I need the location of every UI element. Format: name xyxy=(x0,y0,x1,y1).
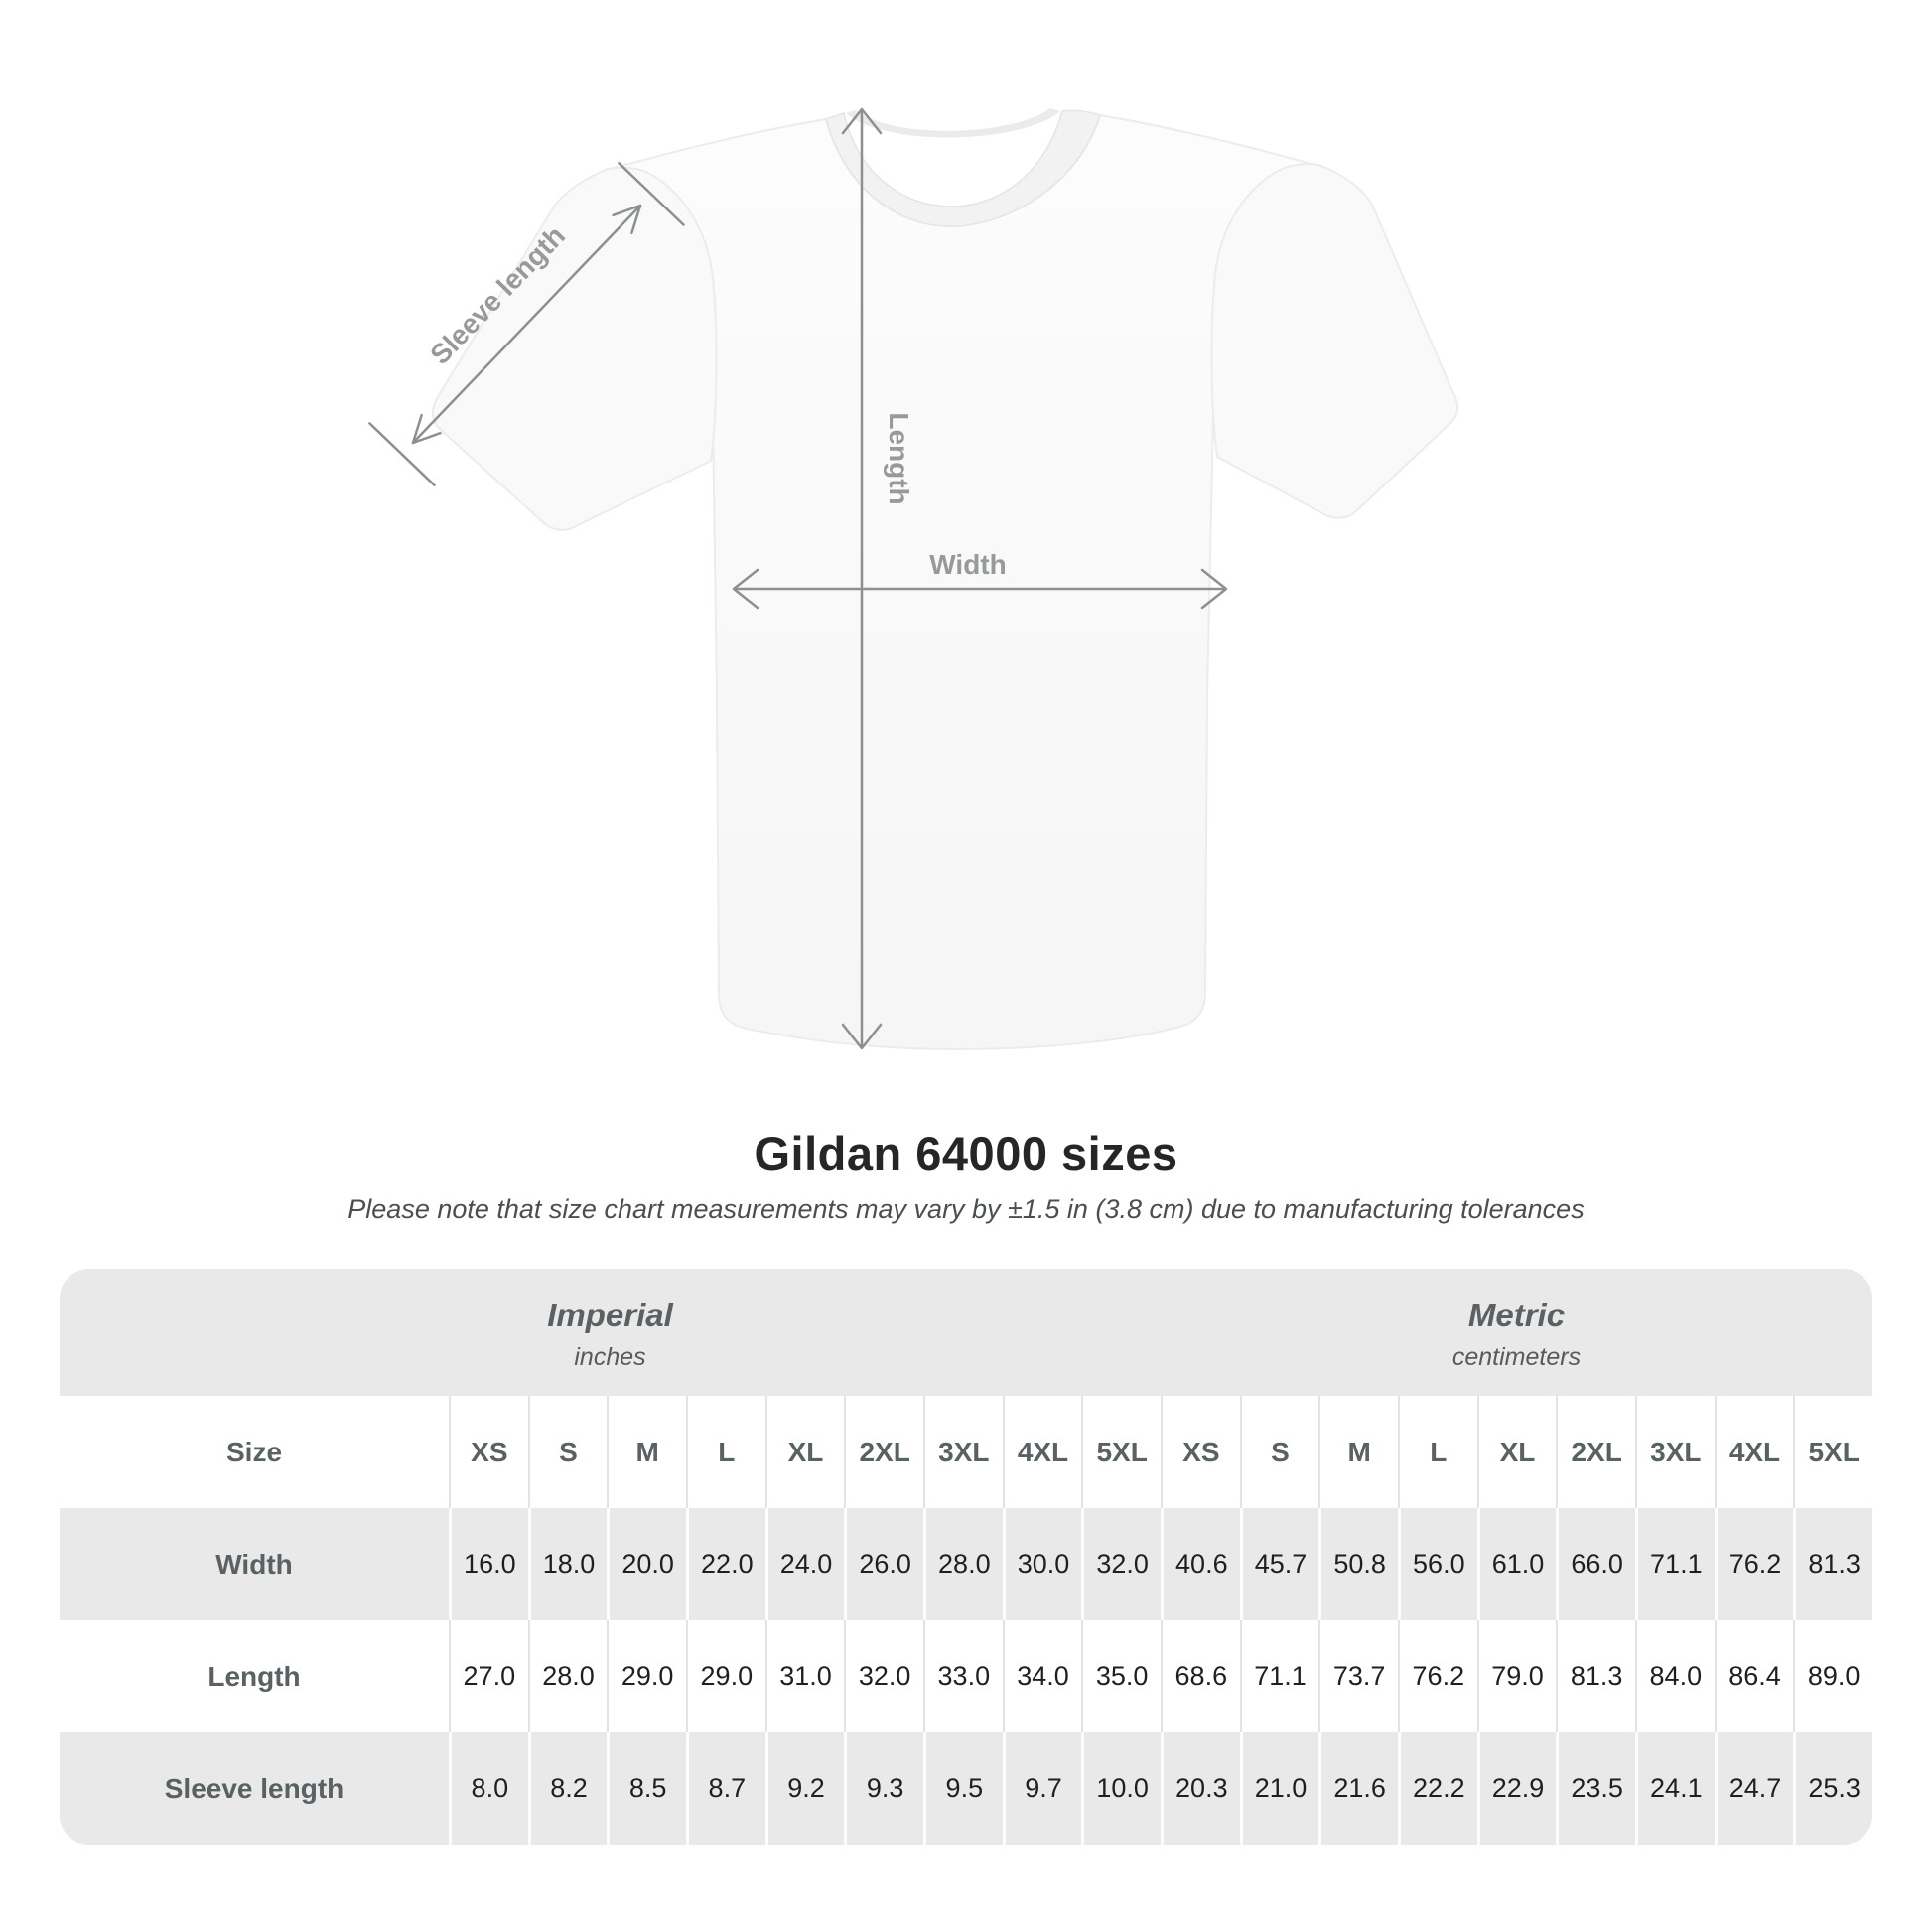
length-metric-xl: 79.0 xyxy=(1476,1620,1557,1732)
imperial-unit-label: inches xyxy=(574,1343,646,1371)
sleeve-metric-l: 22.2 xyxy=(1397,1732,1477,1845)
width-metric-5xl: 81.3 xyxy=(1793,1508,1872,1620)
sleeve-metric-xs: 20.3 xyxy=(1160,1732,1240,1845)
width-arrow xyxy=(732,568,1228,610)
width-metric-3xl: 71.1 xyxy=(1634,1508,1715,1620)
width-imperial-3xl: 28.0 xyxy=(922,1508,1003,1620)
tshirt-measurement-figure: Sleeve length Length Width xyxy=(368,107,1459,1051)
page-title: Gildan 64000 sizes xyxy=(754,1127,1178,1179)
length-metric-l: 76.2 xyxy=(1397,1620,1477,1732)
size-header-metric-5xl: 5XL xyxy=(1793,1396,1872,1508)
size-header-imperial-4xl: 4XL xyxy=(1002,1396,1082,1508)
sleeve-metric-5xl: 25.3 xyxy=(1793,1732,1872,1845)
length-imperial-4xl: 34.0 xyxy=(1002,1620,1082,1732)
length-metric-s: 71.1 xyxy=(1239,1620,1319,1732)
size-column-header: Size xyxy=(60,1396,449,1508)
length-imperial-3xl: 33.0 xyxy=(922,1620,1003,1732)
width-annotation: Width xyxy=(929,549,1007,580)
sleeve-metric-m: 21.6 xyxy=(1318,1732,1398,1845)
size-header-metric-xl: XL xyxy=(1476,1396,1557,1508)
size-header-imperial-2xl: 2XL xyxy=(844,1396,923,1508)
width-metric-2xl: 66.0 xyxy=(1556,1508,1635,1620)
length-imperial-s: 28.0 xyxy=(527,1620,608,1732)
width-imperial-m: 20.0 xyxy=(607,1508,686,1620)
length-metric-3xl: 84.0 xyxy=(1634,1620,1715,1732)
sleeve-imperial-2xl: 9.3 xyxy=(844,1732,923,1845)
width-imperial-s: 18.0 xyxy=(527,1508,608,1620)
width-metric-l: 56.0 xyxy=(1397,1508,1477,1620)
width-metric-xs: 40.6 xyxy=(1160,1508,1240,1620)
tshirt-collar-band xyxy=(825,109,1101,227)
length-imperial-xl: 31.0 xyxy=(764,1620,845,1732)
sleeve-imperial-4xl: 9.7 xyxy=(1002,1732,1082,1845)
row-label-length: Length xyxy=(60,1620,449,1732)
width-metric-s: 45.7 xyxy=(1239,1508,1319,1620)
sleeve-imperial-3xl: 9.5 xyxy=(922,1732,1003,1845)
length-metric-m: 73.7 xyxy=(1318,1620,1398,1732)
length-imperial-l: 29.0 xyxy=(685,1620,765,1732)
imperial-header-group: Imperial inches xyxy=(60,1269,1161,1396)
sleeve-imperial-m: 8.5 xyxy=(607,1732,686,1845)
size-header-imperial-m: M xyxy=(607,1396,686,1508)
row-label-sleeve-length: Sleeve length xyxy=(60,1732,449,1845)
size-header-metric-xs: XS xyxy=(1160,1396,1240,1508)
size-header-metric-s: S xyxy=(1239,1396,1319,1508)
sleeve-imperial-xl: 9.2 xyxy=(764,1732,845,1845)
size-table: Imperial inches Metric centimeters Size … xyxy=(60,1269,1872,1845)
sleeve-imperial-5xl: 10.0 xyxy=(1081,1732,1161,1845)
size-header-metric-4xl: 4XL xyxy=(1714,1396,1794,1508)
length-metric-xs: 68.6 xyxy=(1160,1620,1240,1732)
tolerance-note: Please note that size chart measurements… xyxy=(347,1194,1585,1224)
length-arrow xyxy=(841,107,883,1050)
sleeve-length-arrow xyxy=(368,162,685,486)
size-header-imperial-xs: XS xyxy=(449,1396,528,1508)
sleeve-metric-3xl: 24.1 xyxy=(1634,1732,1715,1845)
imperial-label: Imperial xyxy=(547,1297,673,1333)
size-header-imperial-l: L xyxy=(685,1396,765,1508)
tshirt-right-sleeve xyxy=(1210,163,1459,519)
sleeve-metric-4xl: 24.7 xyxy=(1714,1732,1794,1845)
sleeve-metric-s: 21.0 xyxy=(1239,1732,1319,1845)
size-header-metric-2xl: 2XL xyxy=(1556,1396,1635,1508)
size-header-metric-3xl: 3XL xyxy=(1634,1396,1715,1508)
length-imperial-2xl: 32.0 xyxy=(844,1620,923,1732)
length-imperial-xs: 27.0 xyxy=(449,1620,528,1732)
metric-label: Metric xyxy=(1467,1297,1566,1333)
sleeve-metric-xl: 22.9 xyxy=(1476,1732,1557,1845)
metric-unit-label: centimeters xyxy=(1451,1343,1582,1371)
width-imperial-xl: 24.0 xyxy=(764,1508,845,1620)
tshirt-left-sleeve xyxy=(431,166,718,531)
sleeve-imperial-s: 8.2 xyxy=(527,1732,608,1845)
width-imperial-xs: 16.0 xyxy=(449,1508,528,1620)
size-header-metric-m: M xyxy=(1318,1396,1398,1508)
width-metric-xl: 61.0 xyxy=(1476,1508,1557,1620)
width-metric-m: 50.8 xyxy=(1318,1508,1398,1620)
row-label-width: Width xyxy=(60,1508,449,1620)
size-header-imperial-xl: XL xyxy=(764,1396,845,1508)
length-metric-2xl: 81.3 xyxy=(1556,1620,1635,1732)
length-imperial-5xl: 35.0 xyxy=(1081,1620,1161,1732)
length-annotation: Length xyxy=(884,412,914,504)
heading-section: Gildan 64000 sizes Please note that size… xyxy=(0,1126,1932,1225)
tshirt-collar-back xyxy=(846,108,1060,138)
width-imperial-5xl: 32.0 xyxy=(1081,1508,1161,1620)
size-header-imperial-s: S xyxy=(527,1396,608,1508)
tshirt-body xyxy=(602,113,1324,1051)
metric-header-group: Metric centimeters xyxy=(1160,1269,1872,1396)
size-header-imperial-5xl: 5XL xyxy=(1081,1396,1161,1508)
tshirt-figure-svg: Sleeve length Length Width xyxy=(368,107,1459,1051)
sleeve-metric-2xl: 23.5 xyxy=(1556,1732,1635,1845)
length-metric-4xl: 86.4 xyxy=(1714,1620,1794,1732)
length-imperial-m: 29.0 xyxy=(607,1620,686,1732)
width-imperial-l: 22.0 xyxy=(685,1508,765,1620)
length-metric-5xl: 89.0 xyxy=(1793,1620,1872,1732)
width-imperial-2xl: 26.0 xyxy=(844,1508,923,1620)
sleeve-imperial-xs: 8.0 xyxy=(449,1732,528,1845)
size-header-imperial-3xl: 3XL xyxy=(922,1396,1003,1508)
width-metric-4xl: 76.2 xyxy=(1714,1508,1794,1620)
size-header-metric-l: L xyxy=(1397,1396,1477,1508)
sleeve-imperial-l: 8.7 xyxy=(685,1732,765,1845)
width-imperial-4xl: 30.0 xyxy=(1002,1508,1082,1620)
